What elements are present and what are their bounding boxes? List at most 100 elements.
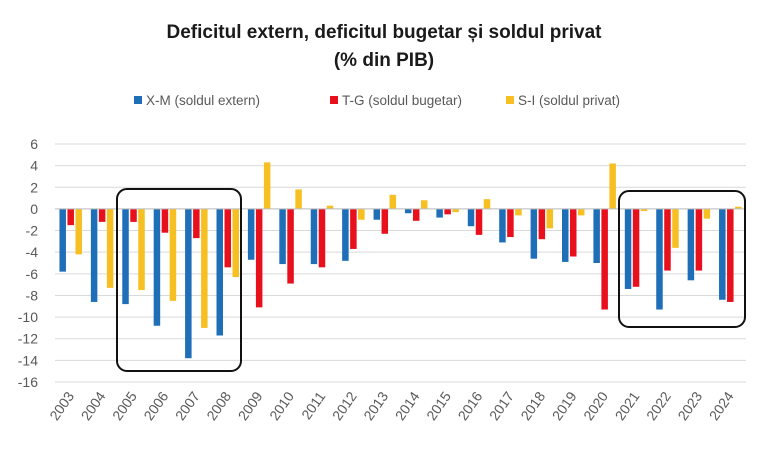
bar-x-m-2009 <box>247 208 255 260</box>
x-tick-label: 2017 <box>486 388 517 423</box>
legend-swatch <box>330 96 338 104</box>
bar-x-m-2018 <box>530 208 538 259</box>
bar-s-i-2024 <box>735 206 742 209</box>
bar-t-g-2013 <box>381 208 389 234</box>
y-tick-label: 6 <box>30 136 38 152</box>
bar-s-i-2004 <box>106 208 114 288</box>
x-tick-label: 2020 <box>580 388 611 423</box>
bar-s-i-2021 <box>640 208 648 212</box>
y-tick-label: -10 <box>18 309 38 325</box>
bar-s-i-2016 <box>483 199 491 209</box>
bar-s-i-2009 <box>263 162 271 209</box>
bar-t-g-2009 <box>255 208 263 308</box>
bar-t-g-2011 <box>318 208 326 268</box>
bar-t-g-2015 <box>444 208 451 215</box>
bar-t-g-2018 <box>538 208 546 240</box>
bar-t-g-2014 <box>412 208 420 221</box>
legend-swatch <box>506 96 514 104</box>
bar-s-i-2017 <box>515 208 522 216</box>
bar-s-i-2019 <box>578 208 585 216</box>
bar-s-i-2020 <box>609 163 616 209</box>
bar-x-m-2003 <box>59 208 66 272</box>
highlight-box-2021-2024 <box>618 190 746 328</box>
chart-subtitle: (% din PIB) <box>334 50 434 71</box>
y-tick-label: -6 <box>26 266 39 282</box>
x-tick-label: 2012 <box>329 388 360 423</box>
x-tick-label: 2003 <box>46 388 77 423</box>
bar-x-m-2011 <box>310 208 318 265</box>
bar-s-i-2015 <box>452 208 459 213</box>
bar-s-i-2014 <box>420 200 428 209</box>
x-tick-label: 2007 <box>172 388 203 423</box>
bar-x-m-2007 <box>185 208 192 359</box>
bar-x-m-2015 <box>436 208 443 218</box>
bar-t-g-2012 <box>350 208 357 249</box>
bar-t-g-2017 <box>507 208 514 238</box>
x-tick-label: 2005 <box>109 388 140 423</box>
x-axis: 2003 2004 2005 2006 2007 2008 2009 2010 2011 2012… <box>46 388 737 423</box>
bar-s-i-2022 <box>672 208 679 248</box>
bar-x-m-2020 <box>593 208 600 263</box>
y-tick-label: -12 <box>18 331 38 347</box>
bar-t-g-2006 <box>161 208 169 233</box>
legend-swatch <box>134 96 142 104</box>
highlight-boxes <box>116 188 746 372</box>
x-tick-label: 2014 <box>392 388 423 423</box>
bar-x-m-2021 <box>624 208 632 289</box>
y-tick-label: 4 <box>30 158 38 174</box>
bar-x-m-2019 <box>562 208 569 262</box>
bar-x-m-2008 <box>216 208 223 336</box>
y-tick-label: -2 <box>26 223 39 239</box>
x-tick-label: 2016 <box>455 388 486 423</box>
y-tick-label: 0 <box>30 201 38 217</box>
bar-t-g-2024 <box>727 208 734 302</box>
bar-x-m-2012 <box>342 208 349 261</box>
bar-x-m-2013 <box>373 208 381 220</box>
bar-s-i-2005 <box>138 208 145 291</box>
bar-s-i-2003 <box>75 208 82 255</box>
x-tick-label: 2006 <box>140 388 171 423</box>
bar-x-m-2005 <box>122 208 129 305</box>
bar-t-g-2016 <box>475 208 483 235</box>
legend-label: S-I (soldul privat) <box>518 93 620 108</box>
bar-s-i-2007 <box>201 208 208 328</box>
bar-s-i-2012 <box>358 208 365 220</box>
x-tick-label: 2021 <box>612 388 643 423</box>
bars <box>59 162 742 359</box>
x-tick-label: 2015 <box>423 388 454 423</box>
y-tick-label: 2 <box>30 179 38 195</box>
bar-x-m-2004 <box>90 208 98 302</box>
x-tick-label: 2022 <box>643 388 674 423</box>
chart-title: Deficitul extern, deficitul bugetar și s… <box>167 22 603 43</box>
bar-s-i-2010 <box>295 189 302 209</box>
x-tick-label: 2018 <box>517 388 548 423</box>
x-tick-label: 2013 <box>360 388 391 423</box>
y-tick-label: -14 <box>18 352 38 368</box>
x-tick-label: 2004 <box>78 388 109 423</box>
bar-t-g-2004 <box>98 208 106 222</box>
legend-label: T-G (soldul bugetar) <box>342 93 462 108</box>
bar-s-i-2008 <box>232 208 239 278</box>
bar-x-m-2014 <box>404 208 412 214</box>
y-axis: 6 4 2 0 -2 -4 -6 -8 -10 -12 -14 -16 <box>18 136 38 390</box>
bar-t-g-2020 <box>601 208 608 310</box>
bar-t-g-2008 <box>224 208 231 268</box>
y-tick-label: -4 <box>26 244 39 260</box>
bar-t-g-2023 <box>695 208 703 271</box>
bar-x-m-2017 <box>499 208 506 243</box>
bar-s-i-2011 <box>326 205 334 209</box>
bar-s-i-2023 <box>703 208 711 219</box>
legend-label: X-M (soldul extern) <box>146 93 260 108</box>
legend: X-M (soldul extern) T-G (soldul bugetar) S… <box>134 93 620 108</box>
bar-s-i-2018 <box>546 208 554 229</box>
bar-x-m-2023 <box>687 208 695 281</box>
y-tick-label: -16 <box>18 374 38 390</box>
x-tick-label: 2011 <box>298 388 328 422</box>
x-tick-label: 2008 <box>203 388 234 423</box>
highlight-box-2005-2008 <box>116 188 242 372</box>
x-tick-label: 2024 <box>706 388 737 423</box>
bar-t-g-2007 <box>193 208 200 239</box>
y-tick-label: -8 <box>26 287 39 303</box>
bar-t-g-2003 <box>67 208 74 226</box>
